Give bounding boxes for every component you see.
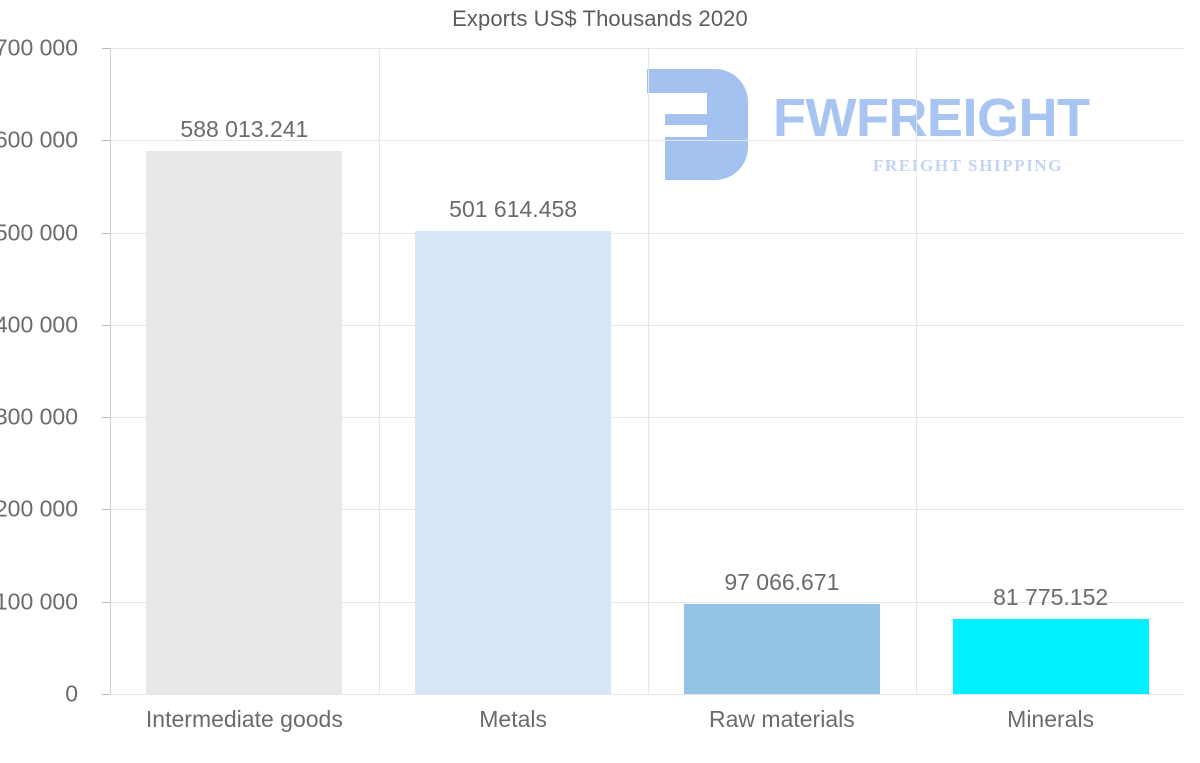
gridline-vertical	[916, 48, 918, 694]
y-axis-tick	[102, 509, 110, 511]
gridline-horizontal	[110, 694, 1185, 695]
bar-intermediate-goods[interactable]	[146, 151, 343, 694]
y-axis-tick-label: 100 000	[0, 588, 78, 615]
y-axis-tick	[102, 232, 110, 234]
x-axis-category-label: Raw materials	[709, 706, 855, 732]
y-axis-line	[110, 48, 111, 694]
bar-value-label: 501 614.458	[449, 196, 578, 223]
gridline-vertical	[647, 48, 649, 694]
x-axis-category-label: Minerals	[1007, 706, 1095, 732]
y-axis-tick-label: 300 000	[0, 403, 78, 430]
bar-raw-materials[interactable]	[683, 604, 880, 694]
chart-title: Exports US$ Thousands 2020	[452, 6, 748, 31]
bar-value-label: 97 066.671	[724, 569, 840, 596]
gridline-vertical	[378, 48, 380, 694]
y-axis-tick-label: 600 000	[0, 126, 78, 153]
x-axis-category-label: Metals	[479, 706, 547, 732]
y-axis-tick	[102, 417, 110, 419]
y-axis-tick-label: 400 000	[0, 311, 78, 338]
plot-area	[110, 48, 1185, 695]
y-axis-tick	[102, 324, 110, 326]
y-axis-tick	[102, 694, 110, 695]
y-axis-tick-label: 700 000	[0, 34, 78, 61]
bar-value-label: 81 775.152	[993, 583, 1109, 610]
bar-value-label: 588 013.241	[180, 116, 309, 143]
bar-minerals[interactable]	[952, 618, 1149, 694]
y-axis-tick-label: 500 000	[0, 219, 78, 246]
y-axis-tick-label: 200 000	[0, 495, 78, 522]
y-axis-tick	[102, 140, 110, 142]
x-axis-category-label: Intermediate goods	[145, 706, 343, 732]
y-axis-tick	[102, 601, 110, 603]
y-axis-tick-label: 0	[65, 680, 78, 707]
bar-metals[interactable]	[415, 231, 612, 694]
y-axis-tick	[102, 48, 110, 49]
